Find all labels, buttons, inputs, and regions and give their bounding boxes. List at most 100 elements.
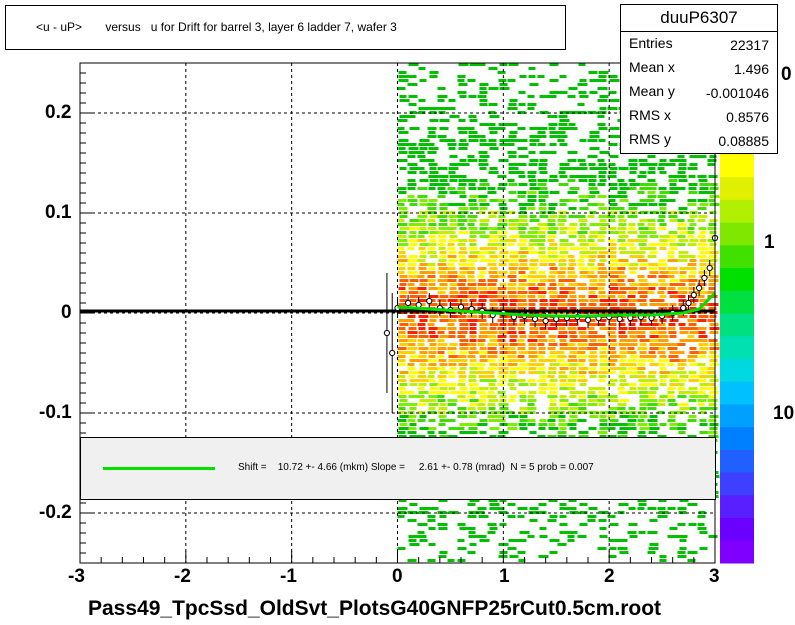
heatmap-cell bbox=[399, 323, 409, 326]
heatmap-cell bbox=[709, 363, 719, 366]
heatmap-cell bbox=[658, 287, 667, 290]
heatmap-cell bbox=[648, 203, 658, 206]
heatmap-cell bbox=[488, 103, 498, 106]
heatmap-cell bbox=[628, 299, 639, 302]
heatmap-cell bbox=[509, 255, 519, 258]
heatmap-cell bbox=[618, 331, 626, 334]
heatmap-cell bbox=[487, 187, 496, 190]
heatmap-cell bbox=[609, 287, 619, 290]
heatmap-cell bbox=[399, 115, 409, 118]
heatmap-cell bbox=[619, 199, 629, 202]
heatmap-cell bbox=[499, 239, 509, 242]
heatmap-cell bbox=[468, 227, 478, 230]
heatmap-cell bbox=[479, 87, 487, 90]
heatmap-cell bbox=[407, 199, 418, 202]
heatmap-cell bbox=[439, 315, 449, 318]
heatmap-cell bbox=[528, 251, 539, 254]
heatmap-cell bbox=[638, 243, 647, 246]
heatmap-cell bbox=[419, 319, 428, 322]
heatmap-cell bbox=[619, 263, 630, 266]
heatmap-cell bbox=[458, 143, 469, 146]
heatmap-cell bbox=[479, 539, 490, 542]
heatmap-cell bbox=[399, 391, 408, 394]
heatmap-cell bbox=[509, 235, 520, 238]
heatmap-cell bbox=[429, 391, 440, 394]
heatmap-cell bbox=[617, 227, 627, 230]
heatmap-cell bbox=[588, 303, 597, 306]
heatmap-cell bbox=[428, 327, 438, 330]
heatmap-cell bbox=[699, 231, 707, 234]
heatmap-cell bbox=[429, 239, 437, 242]
heatmap-cell bbox=[659, 159, 667, 162]
heatmap-cell bbox=[439, 335, 449, 338]
heatmap-cell bbox=[417, 299, 428, 302]
heatmap-cell bbox=[427, 515, 436, 518]
heatmap-cell bbox=[687, 503, 698, 506]
heatmap-cell bbox=[527, 191, 537, 194]
stats-key: RMS y bbox=[629, 131, 671, 147]
heatmap-cell bbox=[699, 239, 707, 242]
heatmap-cell bbox=[427, 367, 438, 370]
heatmap-cell bbox=[588, 355, 598, 358]
heatmap-cell bbox=[537, 319, 545, 322]
palette-cell bbox=[720, 335, 754, 359]
heatmap-cell bbox=[517, 147, 528, 150]
heatmap-cell bbox=[698, 335, 708, 338]
heatmap-cell bbox=[659, 343, 669, 346]
heatmap-cell bbox=[647, 219, 656, 222]
heatmap-cell bbox=[707, 367, 716, 370]
heatmap-cell bbox=[458, 379, 466, 382]
heatmap-cell bbox=[568, 259, 576, 262]
heatmap-cell bbox=[459, 387, 468, 390]
heatmap-cell bbox=[618, 503, 629, 506]
heatmap-cell bbox=[397, 159, 408, 162]
heatmap-cell bbox=[398, 403, 408, 406]
heatmap-cell bbox=[409, 243, 418, 246]
heatmap-cell bbox=[628, 427, 637, 430]
heatmap-cell bbox=[658, 243, 669, 246]
heatmap-cell bbox=[559, 347, 570, 350]
heatmap-cell bbox=[527, 231, 538, 234]
heatmap-cell bbox=[428, 543, 436, 546]
heatmap-cell bbox=[417, 375, 427, 378]
heatmap-cell bbox=[439, 363, 448, 366]
heatmap-cell bbox=[488, 67, 498, 70]
heatmap-cell bbox=[648, 227, 656, 230]
heatmap-cell bbox=[708, 395, 717, 398]
heatmap-cell bbox=[518, 423, 527, 426]
heatmap-cell bbox=[489, 363, 498, 366]
heatmap-cell bbox=[499, 323, 507, 326]
heatmap-cell bbox=[499, 499, 507, 502]
heatmap-cell bbox=[628, 207, 638, 210]
heatmap-cell bbox=[399, 295, 407, 298]
heatmap-cell bbox=[667, 535, 678, 538]
heatmap-cell bbox=[499, 87, 510, 90]
heatmap-cell bbox=[677, 343, 686, 346]
heatmap-cell bbox=[407, 179, 416, 182]
heatmap-cell bbox=[489, 115, 500, 118]
heatmap-cell bbox=[427, 247, 436, 250]
heatmap-cell bbox=[608, 407, 619, 410]
heatmap-cell bbox=[489, 507, 500, 510]
heatmap-cell bbox=[538, 503, 547, 506]
heatmap-cell bbox=[528, 163, 538, 166]
heatmap-cell bbox=[609, 411, 617, 414]
heatmap-cell bbox=[559, 231, 567, 234]
heatmap-cell bbox=[409, 543, 420, 546]
heatmap-cell bbox=[539, 303, 549, 306]
heatmap-cell bbox=[457, 331, 468, 334]
heatmap-cell bbox=[509, 343, 520, 346]
heatmap-cell bbox=[627, 359, 638, 362]
heatmap-cell bbox=[417, 535, 427, 538]
heatmap-cell bbox=[558, 423, 569, 426]
heatmap-cell bbox=[539, 535, 548, 538]
heatmap-cell bbox=[467, 275, 475, 278]
heatmap-cell bbox=[529, 187, 540, 190]
heatmap-cell bbox=[508, 199, 518, 202]
heatmap-cell bbox=[558, 415, 566, 418]
heatmap-cell bbox=[447, 107, 456, 110]
heatmap-cell bbox=[677, 423, 687, 426]
heatmap-cell bbox=[608, 335, 617, 338]
heatmap-cell bbox=[439, 387, 448, 390]
heatmap-cell bbox=[559, 379, 567, 382]
